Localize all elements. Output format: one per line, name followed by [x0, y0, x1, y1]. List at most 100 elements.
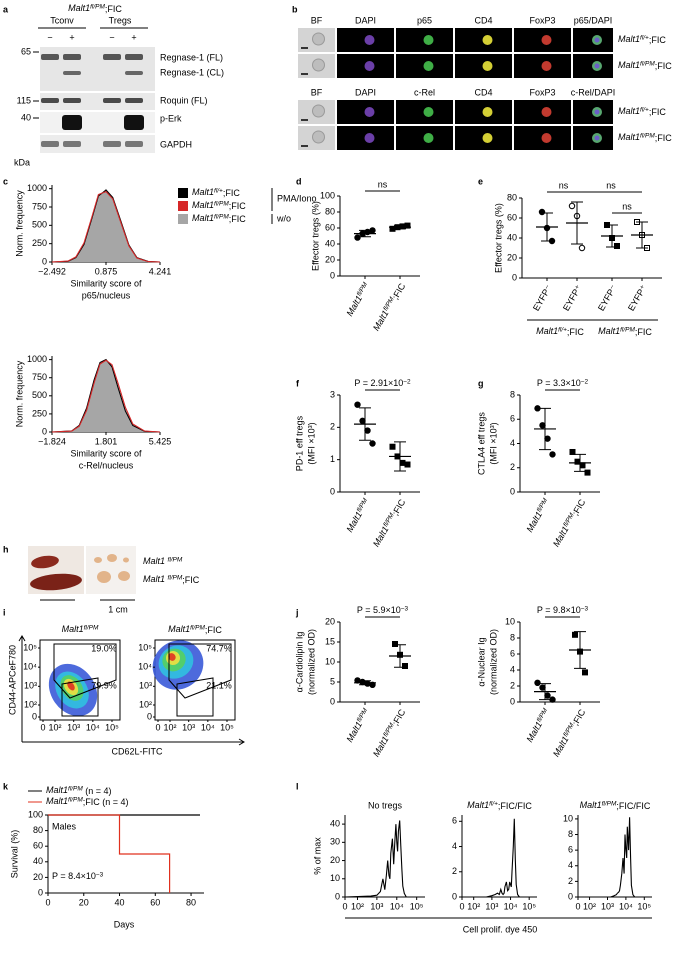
error-bar — [359, 680, 371, 686]
y-tick-label: 10⁴ — [23, 662, 37, 672]
blot-band — [62, 115, 82, 130]
error-bar — [539, 683, 551, 701]
y-tick-label: 80 — [325, 206, 335, 216]
cell — [423, 107, 434, 117]
legend-label: Malt1fl/PM (n = 4) — [46, 785, 112, 796]
x-axis-label: CD62L-FITC — [111, 746, 163, 756]
data-point — [539, 684, 546, 691]
nucleus — [594, 109, 600, 115]
gate-label: 79.9% — [91, 680, 117, 690]
y-tick-label: 10³ — [24, 681, 37, 691]
panel-label: a — [3, 4, 9, 14]
treatment-label: + — [131, 32, 136, 42]
comparison-label: P = 2.91×10−2 — [354, 378, 411, 388]
y-tick-label: 0 — [510, 696, 515, 706]
legend-label: Malt1fl/PM;FIC — [192, 213, 246, 224]
y-axis-label: Norm. frequency — [14, 190, 24, 257]
x-tick-label: 10³ — [182, 722, 195, 732]
y-axis-label: Effector tregs (%) — [493, 203, 503, 273]
line — [578, 817, 636, 898]
gate-label: 19.0% — [91, 643, 117, 653]
annotation: P = 8.4×10−3 — [52, 871, 104, 881]
y-tick-label: 0 — [330, 696, 335, 706]
lymph-node — [107, 554, 117, 562]
y-axis-label: (MFI ×10³) — [306, 422, 316, 464]
blot-membrane — [40, 93, 155, 110]
blot-band — [125, 141, 143, 147]
data-point — [538, 208, 546, 216]
x-tick-label: 1.801 — [95, 436, 118, 446]
comparison-label: ns — [622, 201, 632, 211]
y-tick-label: 2 — [330, 422, 335, 432]
y-tick-label: 10² — [139, 699, 152, 709]
y-tick-label: 500 — [32, 220, 47, 230]
blot-band — [124, 115, 144, 130]
y-tick-label: 0 — [452, 891, 457, 901]
channel-header: DAPI — [355, 87, 376, 97]
scale-label: 1 cm — [108, 604, 128, 614]
treatment-label: + — [69, 32, 74, 42]
data-point — [579, 462, 586, 469]
marker-label: 115 — [17, 95, 31, 105]
x-tick-label: 10² — [583, 901, 596, 911]
y-tick-label: 2 — [510, 462, 515, 472]
nucleus — [594, 63, 600, 69]
band-label: Regnase-1 (FL) — [160, 52, 223, 62]
comparison-label: ns — [378, 179, 388, 189]
chart-title: No tregs — [368, 800, 403, 810]
plot-title: Malt1fl/PM;FIC — [168, 624, 222, 635]
data-point — [389, 443, 396, 450]
cell — [541, 107, 552, 117]
blot-membrane — [40, 47, 155, 91]
cell — [482, 61, 493, 71]
comparison-label: ns — [606, 180, 616, 190]
blot-band — [63, 98, 81, 103]
panel-label: d — [296, 176, 302, 186]
blot-band — [125, 71, 143, 75]
y-tick-label: 10³ — [139, 681, 152, 691]
y-tick-label: 40 — [507, 232, 517, 242]
x-tick-label: 10² — [163, 722, 176, 732]
photo — [86, 546, 136, 594]
y-tick-label: 0 — [42, 256, 47, 266]
y-axis-label: Survival (%) — [9, 830, 19, 879]
y-tick-label: 750 — [32, 372, 47, 382]
cell — [482, 107, 493, 117]
cell — [423, 133, 434, 143]
y-tick-label: 2 — [510, 680, 515, 690]
y-tick-label: 10⁵ — [23, 642, 37, 652]
blot-band — [63, 71, 81, 75]
x-tick-label: 10⁴ — [86, 722, 100, 732]
line — [51, 190, 161, 263]
comparison-label: P = 9.8×10−3 — [537, 605, 589, 615]
row-label: Malt1fl/+;FIC — [618, 106, 666, 117]
channel-header: CD4 — [474, 15, 492, 25]
y-axis-label: PD-1 eff tregs — [294, 415, 304, 471]
y-tick-label: 6 — [568, 845, 573, 855]
data-point — [578, 244, 586, 252]
blot-band — [103, 141, 121, 147]
blot-group: Tconv — [50, 15, 74, 25]
legend-swatch — [178, 214, 188, 224]
density — [67, 681, 75, 691]
photo-label: Malt1 fl/PM;FIC — [143, 574, 200, 585]
x-tick-label: 10⁵ — [220, 722, 234, 732]
x-tick-label: 0 — [40, 722, 45, 732]
y-tick-label: 6 — [452, 816, 457, 826]
blot-band — [125, 54, 143, 60]
gate-label: 21.1% — [206, 680, 232, 690]
y-tick-label: 20 — [330, 855, 340, 865]
y-tick-label: 0 — [38, 887, 43, 897]
spleen — [31, 555, 59, 569]
y-tick-label: 10 — [330, 873, 340, 883]
blot-membrane — [40, 135, 155, 153]
y-tick-label: 40 — [330, 818, 340, 828]
y-tick-label: 60 — [507, 212, 517, 222]
y-tick-label: 500 — [32, 390, 47, 400]
area — [52, 359, 160, 432]
channel-header: FoxP3 — [529, 87, 555, 97]
data-point — [544, 692, 551, 699]
x-tick-label: −1.824 — [38, 436, 66, 446]
treatment-label: − — [47, 32, 52, 42]
